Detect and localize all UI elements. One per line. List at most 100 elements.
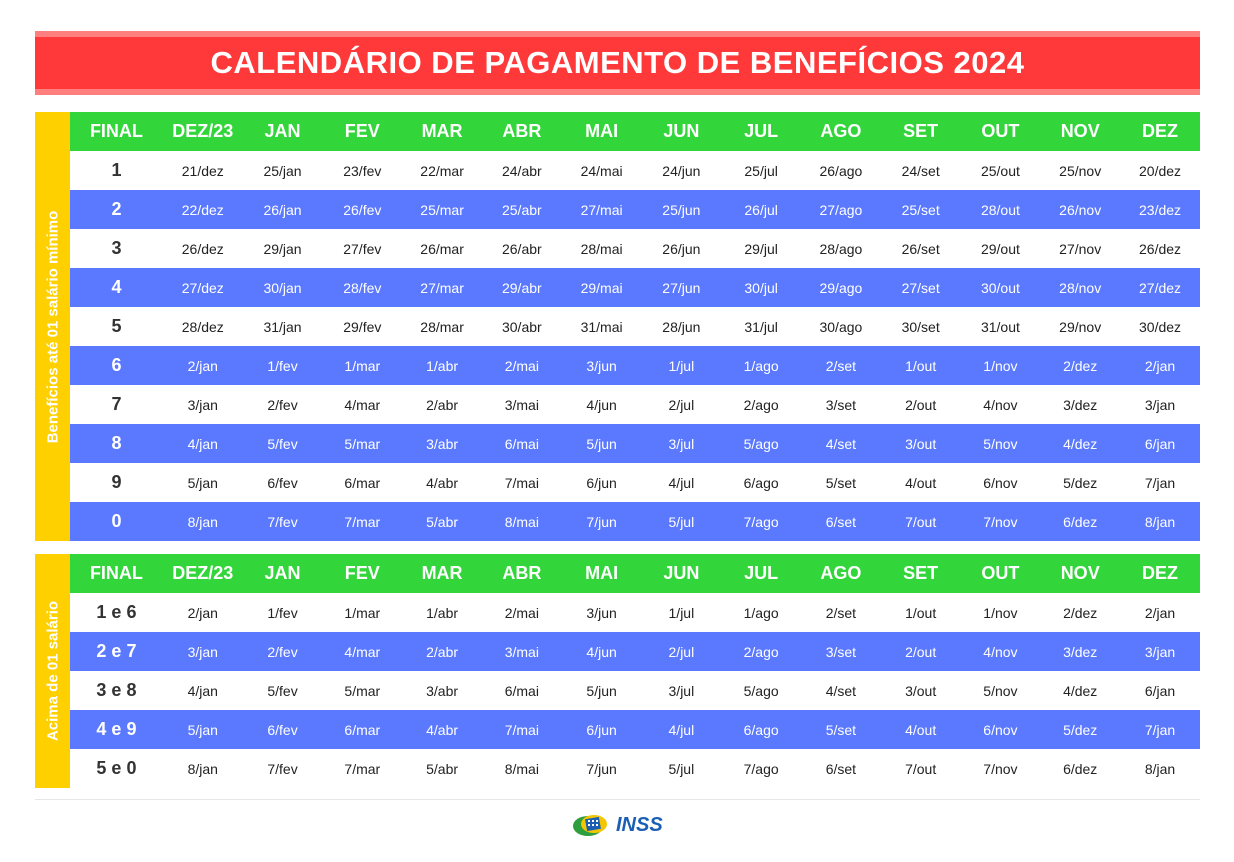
column-header: FEV xyxy=(322,554,403,593)
payment-date-cell: 2/jan xyxy=(1144,604,1176,621)
payment-table-above-minimum: FINAL DEZ/23 JAN FEV MAR ABR MAI JUN JUL AGO SET OU… xyxy=(70,554,1200,788)
table-row: 1 21/dez 25/jan 23/fev 22/mar 24/abr 24/mai 24/… xyxy=(70,151,1200,190)
payment-date-cell: 8/jan xyxy=(187,760,218,777)
payment-date-cell: 29/jan xyxy=(263,240,302,257)
table-row: 7 3/jan 2/fev 4/mar 2/abr 3/mai 4/jun 2/jul 2/ag… xyxy=(70,385,1200,424)
payment-date-cell: 4/mar xyxy=(344,396,381,413)
payment-date-cell: 2/fev xyxy=(267,396,298,413)
side-label: Acima de 01 salário xyxy=(44,600,61,742)
payment-date-cell: 31/jan xyxy=(263,318,302,335)
payment-date-cell: 5/fev xyxy=(242,424,323,463)
final-digit-cell: 0 xyxy=(70,502,163,541)
payment-date-cell: 3/jul xyxy=(668,682,695,699)
payment-date-cell: 8/jan xyxy=(1120,502,1200,541)
final-digit-cell: 8 xyxy=(70,424,163,463)
payment-date-cell: 20/dez xyxy=(1139,162,1182,179)
payment-date-cell: 5/abr xyxy=(402,502,482,541)
payment-date-cell: 26/fev xyxy=(322,190,403,229)
payment-date-cell: 5/jan xyxy=(162,710,243,749)
payment-date-cell: 5/dez xyxy=(1063,474,1098,491)
table-row: 5 e 0 8/jan 7/fev 7/mar 5/abr 8/mai 7/jun 5/jul… xyxy=(70,749,1200,788)
payment-date-cell: 6/jun xyxy=(586,474,617,491)
payment-date-cell: 28/mar xyxy=(420,318,464,335)
payment-date-cell: 25/mar xyxy=(402,190,482,229)
payment-date-cell: 6/mai xyxy=(504,682,539,699)
payment-date-cell: 3/mai xyxy=(504,396,539,413)
payment-date-cell: 3/jul xyxy=(641,424,722,463)
payment-date-cell: 27/mai xyxy=(561,190,642,229)
payment-date-cell: 2/set xyxy=(825,604,857,621)
payment-date-cell: 2/set xyxy=(801,346,881,385)
payment-date-cell: 30/jan xyxy=(242,268,323,307)
payment-date-cell: 28/mai xyxy=(580,240,623,257)
payment-date-cell: 30/jul xyxy=(721,268,802,307)
payment-date-cell: 27/mar xyxy=(402,268,482,307)
payment-date-cell: 4/out xyxy=(880,710,961,749)
payment-date-cell: 26/dez xyxy=(1139,240,1182,257)
payment-date-cell: 29/jul xyxy=(744,240,778,257)
payment-date-cell: 28/jun xyxy=(662,318,701,335)
payment-date-cell: 26/ago xyxy=(819,162,863,179)
page-title: CALENDÁRIO DE PAGAMENTO DE BENEFÍCIOS 20… xyxy=(210,45,1025,80)
payment-date-cell: 4/out xyxy=(905,474,937,491)
table-row: 9 5/jan 6/fev 6/mar 4/abr 7/mai 6/jun 4/jul 6/ag… xyxy=(70,463,1200,502)
payment-date-cell: 7/mai xyxy=(504,474,539,491)
payment-date-cell: 5/jul xyxy=(641,502,722,541)
column-header: MAI xyxy=(561,112,642,151)
payment-date-cell: 7/out xyxy=(880,502,961,541)
payment-date-cell: 4/jan xyxy=(187,682,218,699)
payment-date-cell: 5/mar xyxy=(344,682,381,699)
payment-date-cell: 3/jun xyxy=(586,604,617,621)
payment-date-cell: 26/jan xyxy=(242,190,323,229)
payment-date-cell: 3/out xyxy=(905,682,937,699)
side-label-box: Benefícios até 01 salário mínimo xyxy=(35,112,70,541)
payment-date-cell: 6/mar xyxy=(344,474,381,491)
payment-date-cell: 5/jan xyxy=(187,474,218,491)
payment-date-cell: 31/mai xyxy=(580,318,623,335)
column-header: ABR xyxy=(481,554,562,593)
payment-date-cell: 7/nov xyxy=(960,502,1041,541)
payment-date-cell: 29/mai xyxy=(561,268,642,307)
side-label: Benefícios até 01 salário mínimo xyxy=(44,210,61,443)
payment-date-cell: 4/set xyxy=(825,682,857,699)
payment-date-cell: 4/dez xyxy=(1063,682,1098,699)
payment-date-cell: 7/jan xyxy=(1120,710,1200,749)
final-digit-cell: 4 xyxy=(70,268,163,307)
payment-date-cell: 25/out xyxy=(980,162,1020,179)
side-label-box: Acima de 01 salário xyxy=(35,554,70,788)
payment-date-cell: 8/jan xyxy=(1144,760,1176,777)
table-row: 2 22/dez 26/jan 26/fev 25/mar 25/abr 27/mai 25/… xyxy=(70,190,1200,229)
payment-date-cell: 1/ago xyxy=(721,346,802,385)
payment-date-cell: 26/mar xyxy=(420,240,464,257)
payment-date-cell: 7/jun xyxy=(561,502,642,541)
column-header: SET xyxy=(880,112,961,151)
payment-date-cell: 7/mar xyxy=(322,502,403,541)
table-row: 3 e 8 4/jan 5/fev 5/mar 3/abr 6/mai 5/jun 3/jul… xyxy=(70,671,1200,710)
payment-date-cell: 2/dez xyxy=(1063,604,1098,621)
payment-date-cell: 25/set xyxy=(880,190,961,229)
final-digit-cell: 5 e 0 xyxy=(96,758,137,778)
table-row: 6 2/jan 1/fev 1/mar 1/abr 2/mai 3/jun 1/jul 1/ag… xyxy=(70,346,1200,385)
payment-date-cell: 3/jan xyxy=(1144,396,1176,413)
payment-date-cell: 1/out xyxy=(905,604,937,621)
final-digit-cell: 4 e 9 xyxy=(70,710,163,749)
payment-date-cell: 1/fev xyxy=(242,346,323,385)
column-header: MAR xyxy=(402,112,482,151)
final-digit-cell: 7 xyxy=(111,394,122,414)
final-digit-cell: 1 e 6 xyxy=(96,602,137,622)
table-row: 2 e 7 3/jan 2/fev 4/mar 2/abr 3/mai 4/jun 2/jul… xyxy=(70,632,1200,671)
payment-date-cell: 7/mar xyxy=(344,760,381,777)
final-digit-cell: 2 e 7 xyxy=(70,632,163,671)
payment-date-cell: 2/abr xyxy=(402,632,482,671)
payment-date-cell: 1/ago xyxy=(743,604,779,621)
payment-date-cell: 28/dez xyxy=(181,318,224,335)
payment-date-cell: 25/jun xyxy=(641,190,722,229)
column-header: ABR xyxy=(481,112,562,151)
payment-date-cell: 29/out xyxy=(980,240,1020,257)
payment-date-cell: 7/fev xyxy=(242,502,323,541)
footer-divider xyxy=(35,799,1200,800)
payment-date-cell: 29/abr xyxy=(481,268,562,307)
column-header: JAN xyxy=(242,554,323,593)
payment-date-cell: 27/set xyxy=(880,268,961,307)
payment-date-cell: 6/jan xyxy=(1144,682,1176,699)
